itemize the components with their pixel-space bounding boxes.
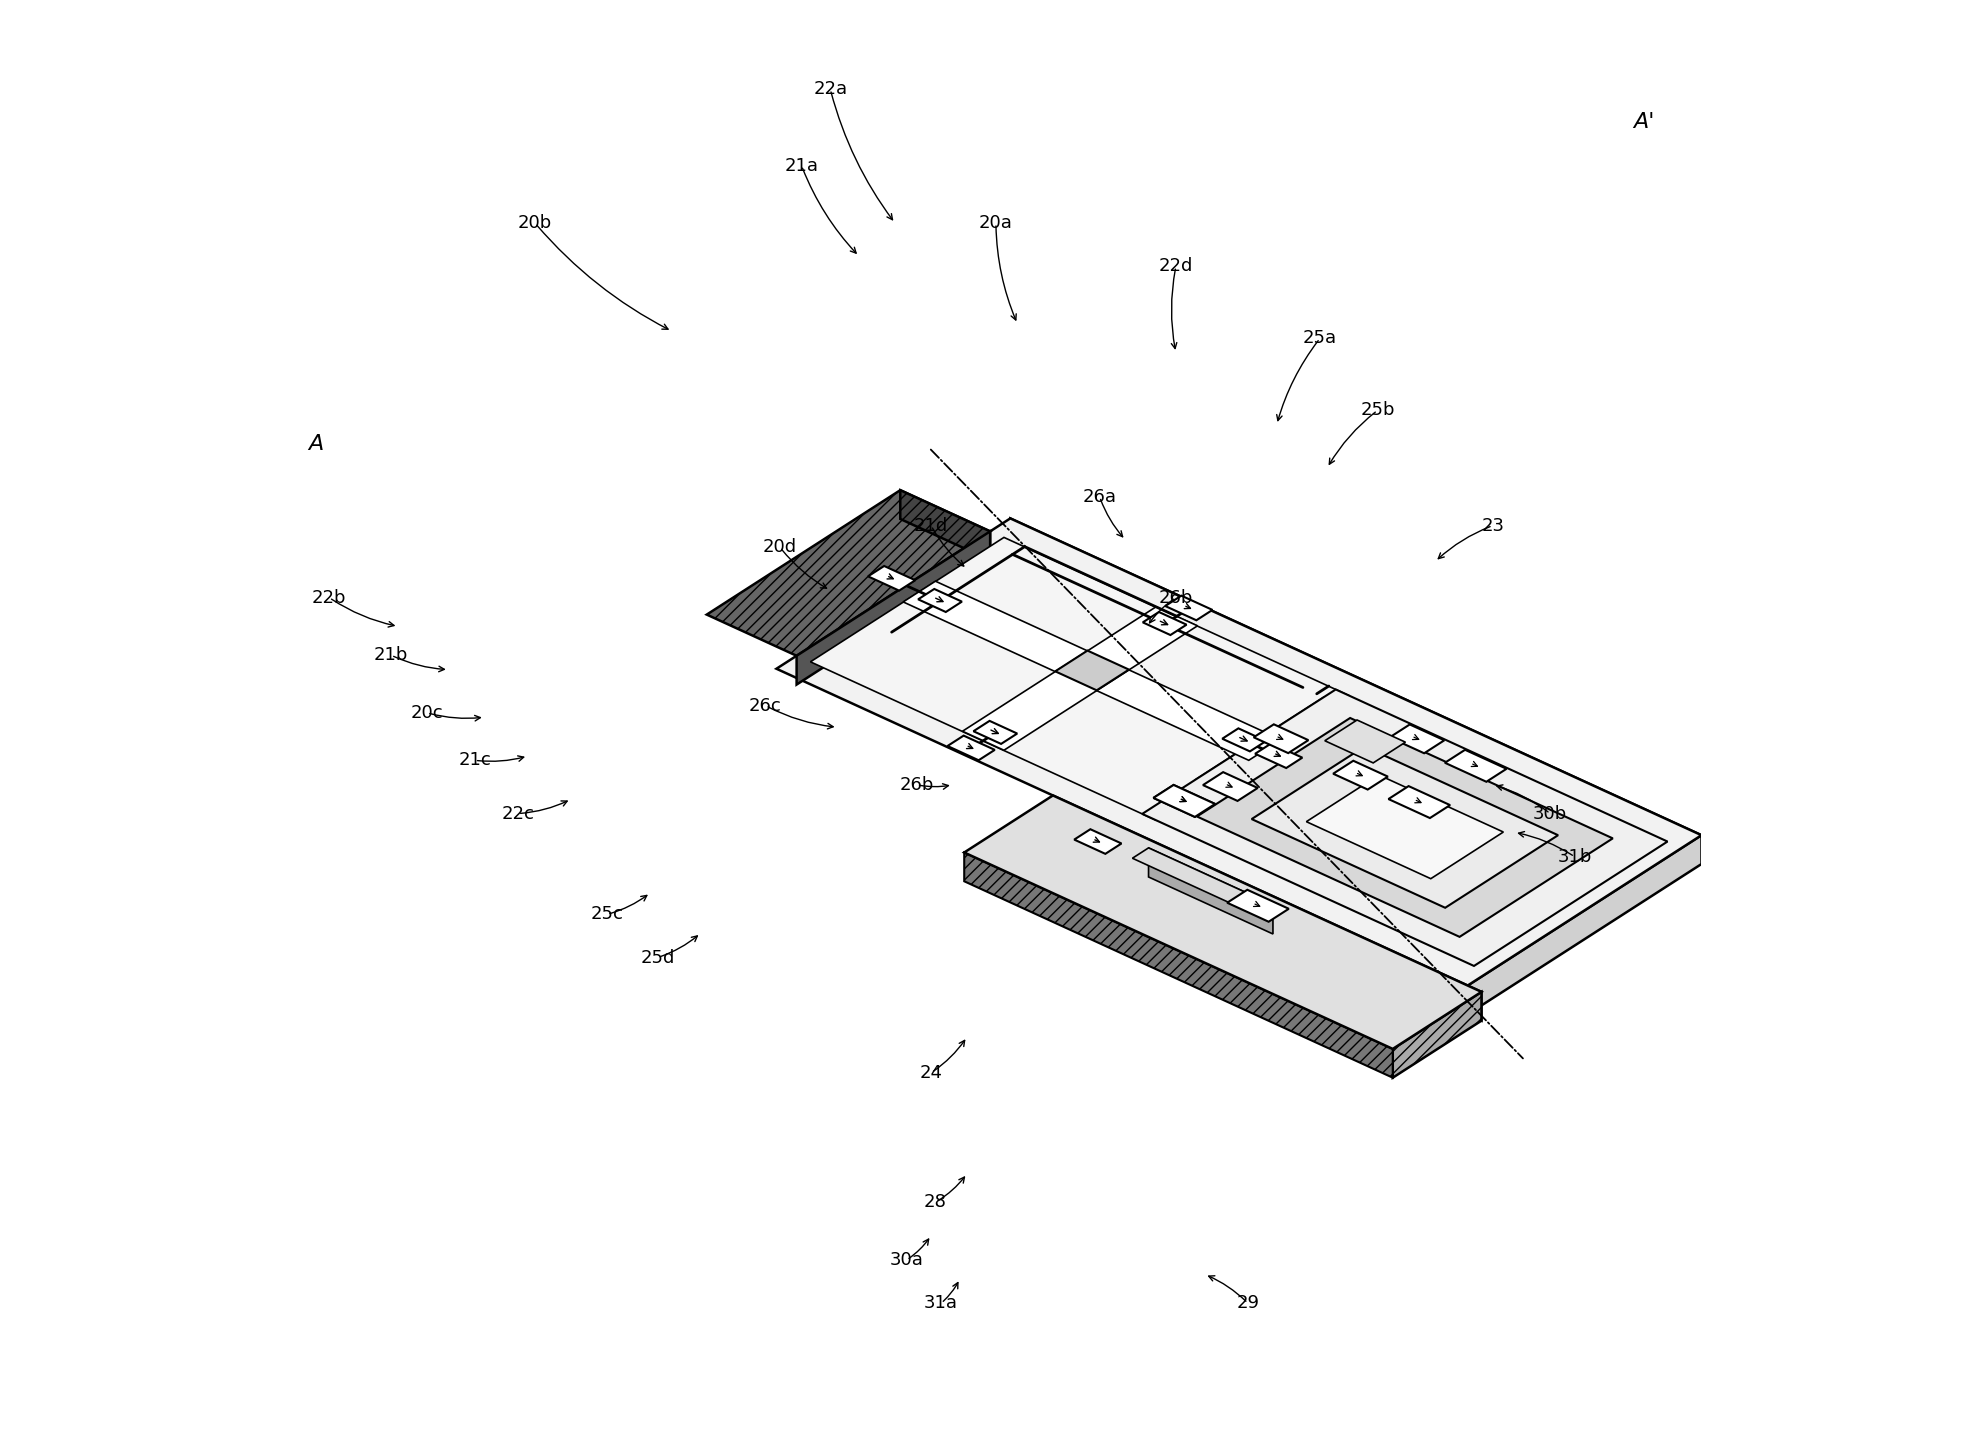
Text: 20c: 20c xyxy=(410,704,444,721)
Text: 21d: 21d xyxy=(915,517,948,534)
Text: 23: 23 xyxy=(1482,517,1504,534)
Polygon shape xyxy=(1223,729,1266,752)
Polygon shape xyxy=(1333,760,1388,789)
Text: 22b: 22b xyxy=(312,589,345,606)
Polygon shape xyxy=(1305,775,1504,878)
Polygon shape xyxy=(1197,719,1614,937)
Text: 21a: 21a xyxy=(785,157,819,174)
Polygon shape xyxy=(1252,746,1559,907)
Polygon shape xyxy=(707,490,989,655)
Polygon shape xyxy=(1056,651,1129,690)
Text: 20a: 20a xyxy=(980,215,1013,232)
Polygon shape xyxy=(1195,697,1449,837)
Polygon shape xyxy=(1166,596,1213,621)
Polygon shape xyxy=(1254,743,1301,768)
Polygon shape xyxy=(1254,724,1309,753)
Polygon shape xyxy=(1325,720,1406,763)
Text: 29: 29 xyxy=(1237,1295,1260,1312)
Polygon shape xyxy=(1227,890,1290,922)
Polygon shape xyxy=(811,537,1351,821)
Text: 24: 24 xyxy=(919,1064,942,1081)
Text: 25b: 25b xyxy=(1360,402,1396,419)
Text: 22c: 22c xyxy=(501,805,534,822)
Text: 30b: 30b xyxy=(1533,805,1566,822)
Polygon shape xyxy=(1074,829,1121,854)
Polygon shape xyxy=(1052,795,1482,1021)
Polygon shape xyxy=(901,490,989,560)
Text: 20b: 20b xyxy=(518,215,552,232)
Polygon shape xyxy=(974,721,1017,744)
Polygon shape xyxy=(1142,612,1186,635)
Text: 22d: 22d xyxy=(1158,258,1194,275)
Text: 31b: 31b xyxy=(1557,848,1592,865)
Text: 25c: 25c xyxy=(591,906,624,923)
Text: 25a: 25a xyxy=(1303,330,1337,347)
Text: 22a: 22a xyxy=(813,81,848,98)
Polygon shape xyxy=(868,566,915,590)
Polygon shape xyxy=(1394,992,1482,1077)
Polygon shape xyxy=(962,606,1197,750)
Polygon shape xyxy=(1154,785,1215,816)
Polygon shape xyxy=(1390,724,1445,753)
Text: 26a: 26a xyxy=(1082,488,1117,505)
Polygon shape xyxy=(948,736,995,760)
Text: 26c: 26c xyxy=(750,697,781,714)
Polygon shape xyxy=(964,795,1482,1048)
Text: 26b: 26b xyxy=(1158,589,1194,606)
Text: 20d: 20d xyxy=(764,539,797,556)
Polygon shape xyxy=(1142,690,1667,966)
Polygon shape xyxy=(1154,785,1215,816)
Polygon shape xyxy=(1388,786,1451,818)
Polygon shape xyxy=(797,531,989,684)
Polygon shape xyxy=(1203,772,1258,801)
Text: 26b: 26b xyxy=(899,776,934,793)
Polygon shape xyxy=(1011,518,1702,864)
Text: 25d: 25d xyxy=(640,949,675,966)
Text: A': A' xyxy=(1633,112,1655,132)
Text: 28: 28 xyxy=(925,1194,946,1211)
Text: 31a: 31a xyxy=(925,1295,958,1312)
Text: A: A xyxy=(308,433,324,454)
Polygon shape xyxy=(1468,835,1702,1014)
Polygon shape xyxy=(903,582,1282,760)
Text: 30a: 30a xyxy=(889,1251,923,1269)
Polygon shape xyxy=(964,852,1394,1077)
Text: 21c: 21c xyxy=(457,752,491,769)
Text: 21b: 21b xyxy=(373,647,408,664)
Polygon shape xyxy=(777,518,1702,985)
Polygon shape xyxy=(919,589,962,612)
Polygon shape xyxy=(1445,750,1506,782)
Polygon shape xyxy=(1133,848,1272,916)
Polygon shape xyxy=(1148,848,1272,935)
